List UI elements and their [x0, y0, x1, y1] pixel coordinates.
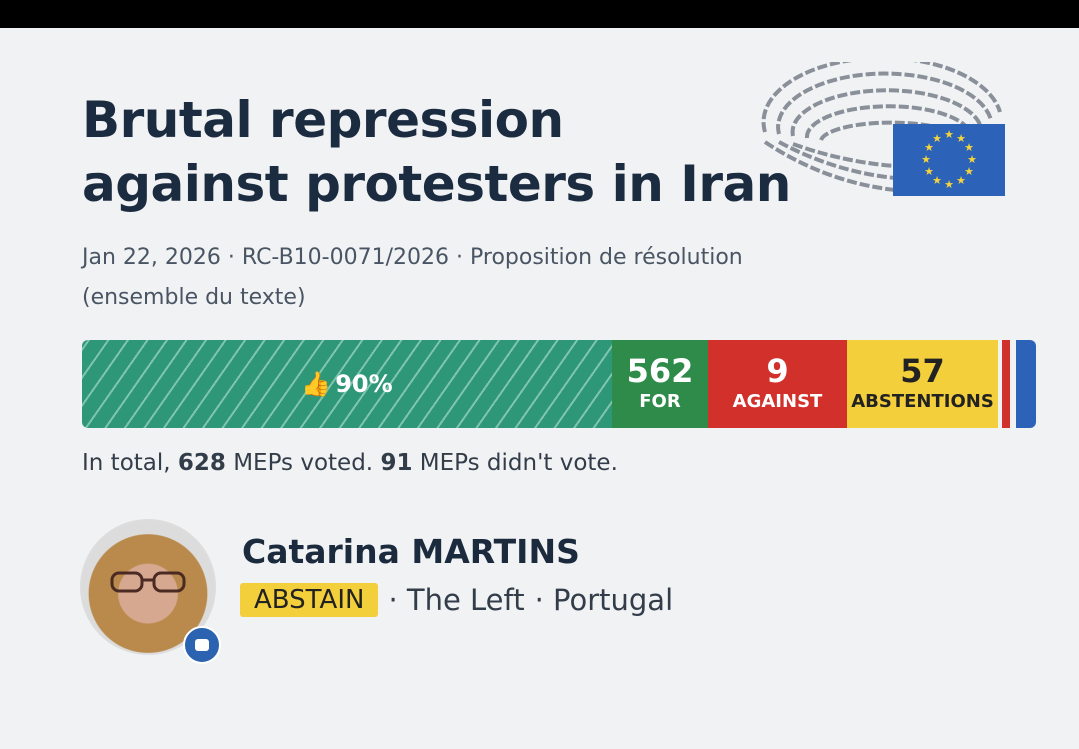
member-vote-badge: ABSTAIN: [240, 583, 379, 617]
eu-flag-icon: [893, 124, 1005, 196]
approval-segment: 👍 90%: [82, 340, 612, 428]
member-country: · Portugal: [534, 583, 674, 617]
svg-text:★: ★: [944, 128, 954, 141]
document-reference[interactable]: RC-B10-0071/2026: [241, 245, 449, 270]
svg-text:★: ★: [921, 153, 931, 166]
total-text: MEPs voted.: [225, 450, 381, 476]
meps-voted-count: 628: [177, 450, 226, 476]
svg-text:★: ★: [964, 141, 974, 154]
abstentions-segment: 57 ABSTENTIONS: [847, 340, 998, 428]
page-title: Brutal repression against protesters in …: [82, 88, 791, 216]
for-label: FOR: [639, 391, 681, 412]
svg-text:★: ★: [932, 174, 942, 187]
svg-text:★: ★: [944, 178, 954, 191]
total-text: In total,: [82, 450, 178, 476]
member-group: · The Left: [388, 583, 525, 617]
svg-text:★: ★: [956, 174, 966, 187]
member-name[interactable]: Catarina MARTINS: [242, 532, 580, 571]
minor-red-segment: [1002, 340, 1010, 428]
vote-scope: (ensemble du texte): [82, 285, 306, 310]
against-segment: 9 AGAINST: [708, 340, 847, 428]
abstentions-count: 57: [900, 352, 945, 390]
approval-percent: 90%: [335, 370, 393, 398]
member-details: ABSTAIN · The Left · Portugal: [240, 583, 673, 617]
document-type: Proposition de résolution: [470, 245, 743, 270]
separator: ·: [456, 245, 463, 270]
svg-text:★: ★: [924, 165, 934, 178]
total-text: MEPs didn't vote.: [412, 450, 618, 476]
title-line-2: against protesters in Iran: [82, 155, 791, 213]
svg-text:★: ★: [967, 153, 977, 166]
european-parliament-logo: ★ ★★★ ★★★★ ★★★★: [761, 62, 1005, 196]
vote-metadata: Jan 22, 2026 · RC-B10-0071/2026 · Propos…: [82, 238, 922, 318]
thumbs-up-icon: 👍: [301, 370, 332, 398]
for-segment: 562 FOR: [612, 340, 708, 428]
separator: ·: [227, 245, 235, 270]
svg-text:★: ★: [964, 165, 974, 178]
vote-date: Jan 22, 2026: [82, 245, 221, 270]
total-votes-summary: In total, 628 MEPs voted. 91 MEPs didn't…: [82, 450, 618, 476]
glasses-shape: [110, 571, 186, 593]
against-count: 9: [766, 352, 789, 390]
minor-blue-segment: [1016, 340, 1036, 428]
top-black-bar: [0, 0, 1079, 28]
meps-not-voted-count: 91: [380, 450, 413, 476]
svg-text:★: ★: [924, 141, 934, 154]
for-count: 562: [626, 352, 694, 390]
svg-text:★: ★: [956, 132, 966, 145]
group-badge-icon: [183, 626, 221, 664]
title-line-1: Brutal repression: [82, 91, 564, 149]
svg-text:★: ★: [932, 132, 942, 145]
abstentions-label: ABSTENTIONS: [851, 391, 994, 412]
vote-result-bar: 👍 90% 562 FOR 9 AGAINST 57 ABSTENTIONS: [82, 340, 1036, 428]
against-label: AGAINST: [732, 391, 823, 412]
